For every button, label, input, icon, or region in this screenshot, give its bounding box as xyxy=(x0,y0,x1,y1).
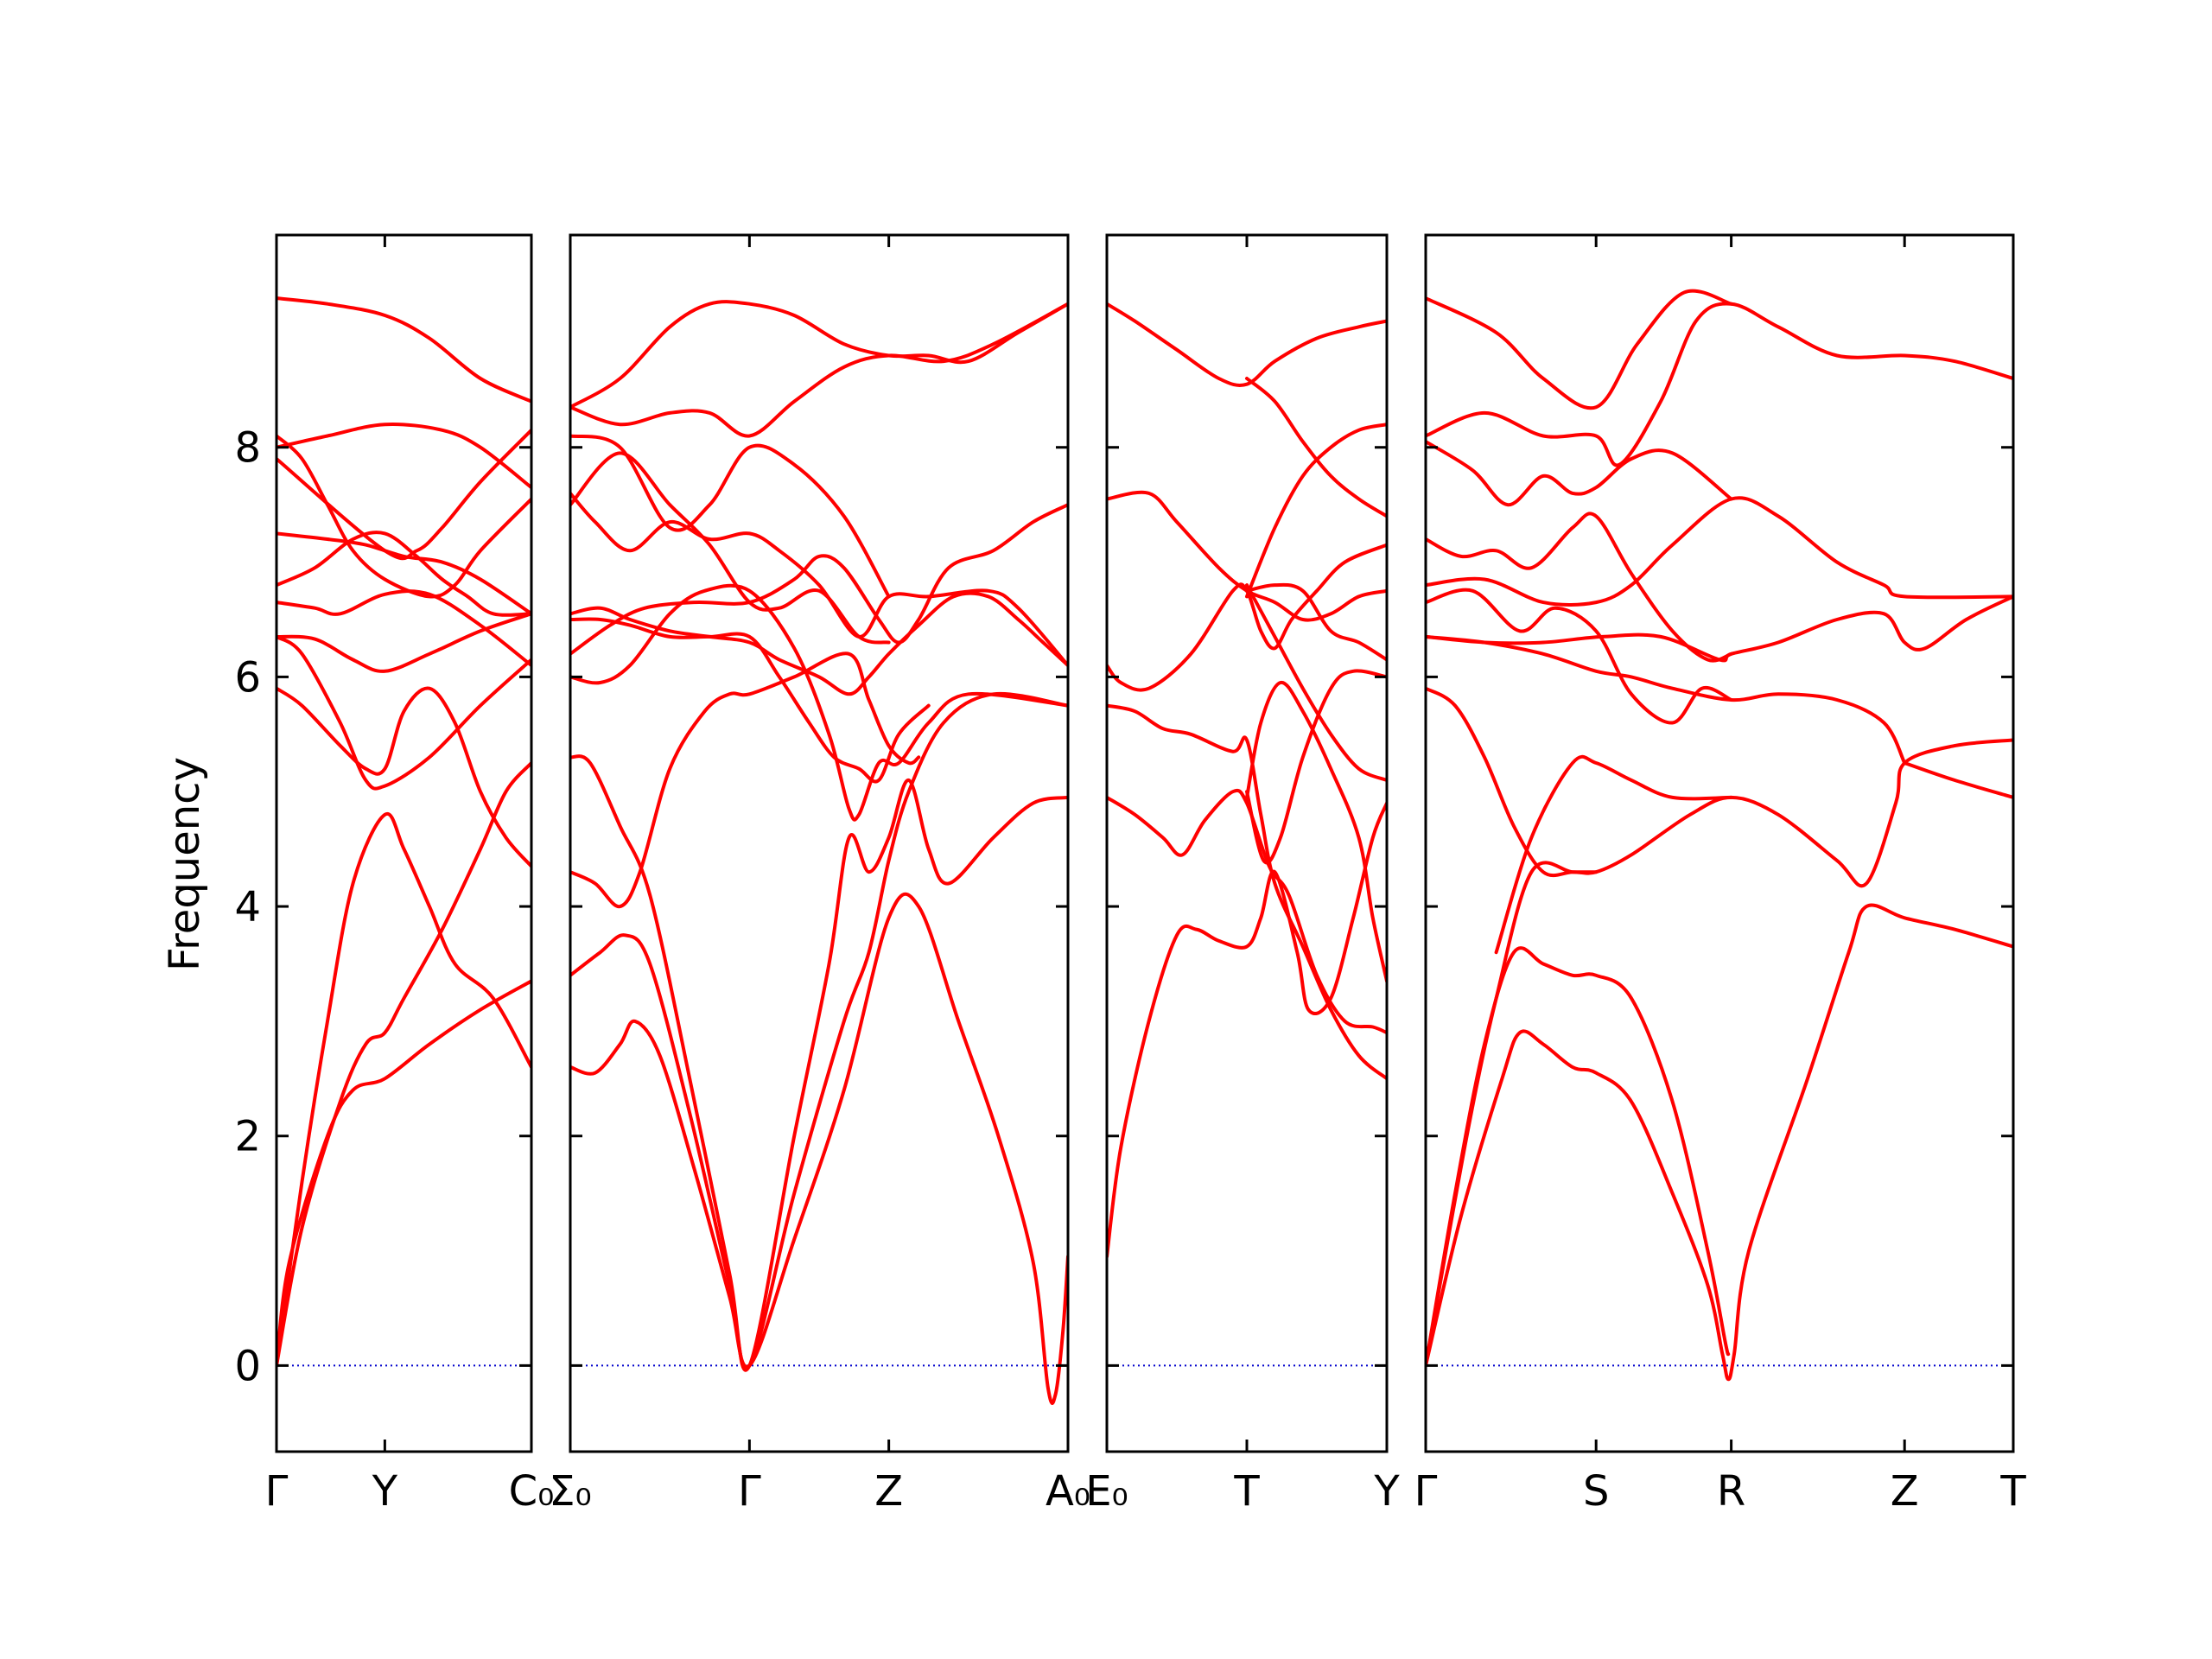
band-line-13 xyxy=(276,296,531,404)
x-tick-label: C₀ xyxy=(509,1467,555,1516)
band-line-3 xyxy=(570,754,1068,1372)
band-line-10 xyxy=(276,434,531,599)
band-line-12 xyxy=(570,302,1068,438)
x-tick-label: Z xyxy=(874,1467,903,1516)
bands-group xyxy=(1107,302,1387,1259)
x-tick-label: Σ₀ xyxy=(549,1467,592,1516)
band-line-3 xyxy=(1107,703,1387,1081)
x-tick-label: R xyxy=(1717,1467,1745,1516)
y-tick-label: 8 xyxy=(234,424,261,473)
x-tick-label: Γ xyxy=(738,1467,761,1516)
band-line-12 xyxy=(1107,302,1387,387)
band-line-5 xyxy=(276,634,531,791)
band-line-12 xyxy=(1426,440,1733,507)
band-line-6 xyxy=(570,503,1068,656)
band-panel-1: Γ Y C₀ xyxy=(265,233,555,1516)
band-line-4 xyxy=(1426,686,1599,878)
band-line-11 xyxy=(570,434,891,599)
band-line-8 xyxy=(1245,582,1387,662)
x-tick-label: Γ xyxy=(1414,1467,1438,1516)
band-line-9 xyxy=(276,531,531,616)
x-tick-label: Z xyxy=(1891,1467,1919,1516)
band-line-14 xyxy=(1426,289,1733,410)
y-axis-label: Frequency xyxy=(161,757,209,971)
y-tick-label: 4 xyxy=(234,883,261,931)
band-line-4 xyxy=(276,686,531,868)
band-line-4 xyxy=(570,652,921,909)
band-line-9 xyxy=(570,491,1068,668)
x-tick-label: A₀ xyxy=(1046,1467,1090,1516)
x-tick-label: T xyxy=(1233,1467,1260,1516)
band-line-11 xyxy=(1426,512,1733,663)
x-tick-label: Γ xyxy=(265,1467,289,1516)
band-line-11 xyxy=(1245,377,1387,518)
panel-frame xyxy=(1105,233,1389,1453)
band-line-10 xyxy=(1426,496,2013,607)
band-panel-3: E₀ T Y xyxy=(1085,233,1400,1516)
band-line-5 xyxy=(1107,490,1387,622)
band-line-1 xyxy=(570,892,1068,1405)
band-line-4 xyxy=(1107,543,1387,692)
band-panel-2: Σ₀ Γ Z A₀ xyxy=(549,233,1090,1516)
band-line-6 xyxy=(1903,761,2013,799)
band-line-2 xyxy=(1426,946,1731,1368)
band-line-5 xyxy=(1494,754,1733,955)
band-line-7 xyxy=(1245,669,1387,865)
y-tick-label: 0 xyxy=(234,1342,261,1390)
band-line-2 xyxy=(1107,788,1387,1035)
panel-frame xyxy=(1424,233,2015,1453)
band-line-6 xyxy=(1245,680,1387,983)
band-line-7 xyxy=(1426,594,2013,663)
band-line-13 xyxy=(570,300,1068,410)
band-line-2 xyxy=(276,761,531,1368)
band-line-8 xyxy=(276,531,531,617)
y-tick-label: 2 xyxy=(234,1113,261,1161)
band-line-13 xyxy=(1426,302,2013,467)
x-tick-label: E₀ xyxy=(1085,1467,1128,1516)
band-line-1 xyxy=(276,979,531,1368)
bands-group xyxy=(570,300,1068,1405)
bands-group xyxy=(276,296,531,1368)
bands-group xyxy=(1426,289,2013,1382)
x-tick-label: Y xyxy=(372,1467,398,1516)
band-line-7 xyxy=(570,617,931,784)
band-line-6 xyxy=(276,612,531,673)
band-line-9 xyxy=(1426,588,1733,725)
band-line-8 xyxy=(570,591,1068,696)
band-line-5 xyxy=(570,583,1068,822)
band-line-9 xyxy=(1245,583,1387,782)
band-line-3 xyxy=(1426,738,2013,1368)
y-tick-label: 6 xyxy=(234,653,261,702)
panel-frame xyxy=(569,233,1070,1453)
band-line-3 xyxy=(276,811,531,1368)
x-tick-label: S xyxy=(1583,1467,1609,1516)
band-line-1 xyxy=(1107,801,1387,1259)
band-line-1 xyxy=(1426,903,2013,1382)
band-line-12 xyxy=(276,428,531,561)
band-line-2 xyxy=(570,691,1068,1370)
band-line-8 xyxy=(1426,634,1907,765)
x-tick-label: T xyxy=(1999,1467,2026,1516)
panel-frame xyxy=(275,233,533,1453)
x-tick-label: Y xyxy=(1373,1467,1400,1516)
band-line-10 xyxy=(1245,423,1387,599)
band-line-7 xyxy=(276,589,531,668)
band-line-11 xyxy=(276,422,531,490)
